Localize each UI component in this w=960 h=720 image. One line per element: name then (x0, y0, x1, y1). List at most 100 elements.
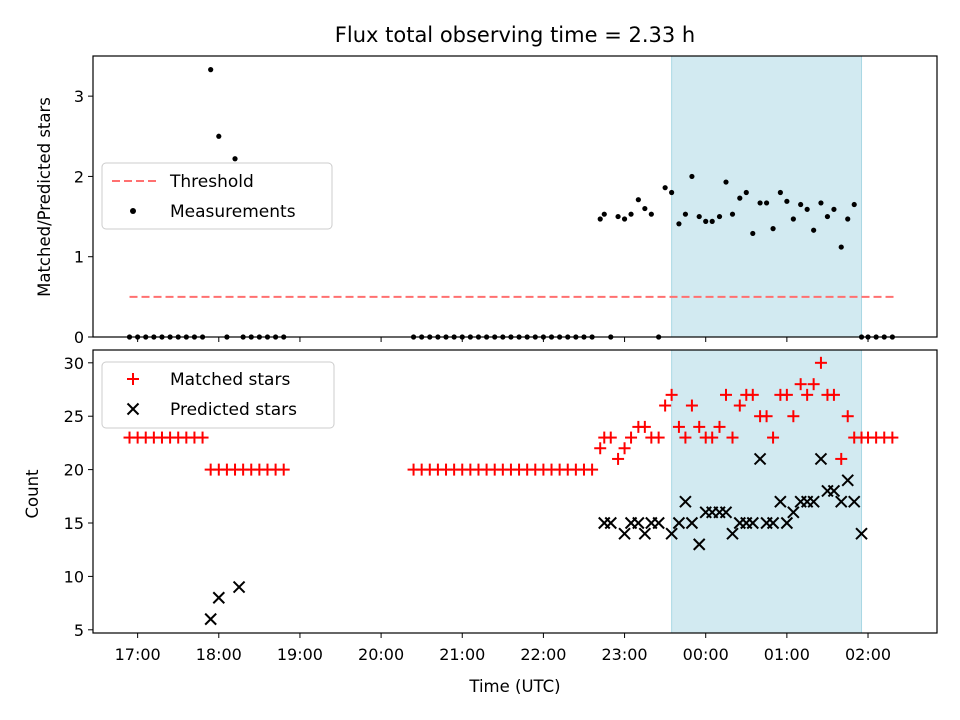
y-tick-label: 25 (64, 407, 84, 426)
matched-point (720, 388, 732, 401)
measurement-point (770, 226, 776, 232)
predicted-point (835, 495, 848, 508)
matched-point (672, 420, 685, 433)
measurement-point (729, 211, 736, 217)
measurement-point (851, 201, 857, 208)
measurement-point (824, 213, 831, 220)
x-tick-label: 01:00 (764, 645, 810, 664)
predicted-point (685, 516, 699, 530)
x-tick-label: 17:00 (115, 645, 161, 664)
x-tick-label: 18:00 (196, 645, 242, 664)
measurement-point (750, 230, 756, 237)
predicted-point (632, 516, 645, 530)
measurement-point (615, 213, 621, 220)
matched-point (618, 442, 631, 455)
measurement-point (669, 189, 675, 196)
predicted-point (232, 580, 246, 594)
matched-point (787, 410, 800, 423)
matched-point (638, 420, 651, 433)
legend-label: Predicted stars (170, 400, 297, 420)
y-axis-label: Matched/Predicted stars (35, 97, 54, 297)
matched-point (726, 431, 739, 444)
measurement-point (831, 206, 837, 212)
legend-label: Measurements (170, 202, 296, 222)
measurement-point (621, 216, 628, 222)
measurement-point (682, 211, 689, 217)
matched-point (886, 431, 899, 444)
measurement-point (628, 211, 634, 217)
x-tick-label: 22:00 (520, 645, 566, 664)
predicted-point (848, 495, 861, 508)
matched-point (652, 431, 665, 444)
predicted-point (726, 527, 739, 540)
matched-point (733, 399, 746, 412)
measurement-point (777, 189, 783, 196)
measurement-point (784, 198, 790, 204)
matched-point (659, 399, 672, 412)
measurement-point (804, 206, 810, 212)
y-tick-label: 0 (74, 328, 84, 347)
measurement-point (662, 185, 668, 191)
x-tick-label: 02:00 (845, 645, 891, 664)
matched-point (665, 388, 678, 401)
legend-label: Matched stars (170, 370, 290, 390)
legend-label: Threshold (169, 172, 254, 192)
x-tick-label: 00:00 (683, 645, 729, 664)
predicted-point (855, 527, 868, 540)
matched-point (706, 431, 719, 444)
y-tick-label: 30 (64, 354, 84, 373)
x-tick-label: 20:00 (358, 645, 404, 664)
y-tick-label: 5 (74, 621, 84, 640)
x-axis: 17:00 18:00 19:00 20:00 21:00 22:00 23:00 00:00… (115, 633, 891, 664)
matched-point (746, 388, 759, 401)
measurement-point (216, 133, 222, 139)
legend: Matched stars Predicted stars (101, 361, 335, 429)
predicted-point (604, 516, 617, 530)
predicted-point (693, 538, 706, 551)
matched-point (801, 388, 814, 401)
predicted-point (652, 516, 665, 530)
predicted-point (780, 516, 794, 530)
matched-point (835, 452, 848, 465)
measurement-point (798, 201, 804, 208)
x-tick-label: 19:00 (277, 645, 323, 664)
observing-span (671, 55, 863, 338)
measurement-point (737, 195, 743, 201)
matched-point (679, 431, 692, 444)
matched-point (807, 378, 820, 391)
matched-point (586, 463, 599, 476)
matched-point (841, 410, 854, 423)
measurement-point (818, 200, 824, 206)
measurement-point (208, 67, 214, 73)
measurement-point (676, 221, 682, 227)
matched-point (196, 431, 209, 444)
predicted-point (766, 516, 780, 530)
legend-measurements-swatch (130, 208, 136, 214)
y-tick-label: 20 (64, 461, 84, 480)
y-tick-label: 3 (74, 87, 84, 106)
x-tick-label: 21:00 (439, 645, 485, 664)
measurement-point (716, 213, 723, 220)
predicted-point (746, 516, 759, 530)
predicted-point (807, 495, 820, 508)
legend-frame (101, 361, 335, 429)
measurement-point (811, 227, 817, 233)
predicted-point (814, 452, 828, 466)
predicted-point (212, 591, 225, 604)
observing-span (671, 349, 863, 634)
measurement-point (597, 216, 603, 222)
measurement-point (763, 200, 770, 206)
matched-point (625, 431, 638, 444)
predicted-point (753, 452, 767, 466)
y-axis: 0 1 2 3 (74, 87, 93, 347)
measurement-point (696, 213, 702, 220)
measurement-point (642, 205, 648, 212)
predicted-point (719, 506, 733, 519)
matched-point (780, 388, 793, 401)
predicted-point (638, 527, 652, 540)
legend: Threshold Measurements (101, 162, 333, 230)
predicted-point (787, 506, 800, 519)
measurement-point (845, 216, 851, 222)
plot-frame (92, 55, 938, 338)
y-tick-label: 1 (74, 248, 84, 267)
